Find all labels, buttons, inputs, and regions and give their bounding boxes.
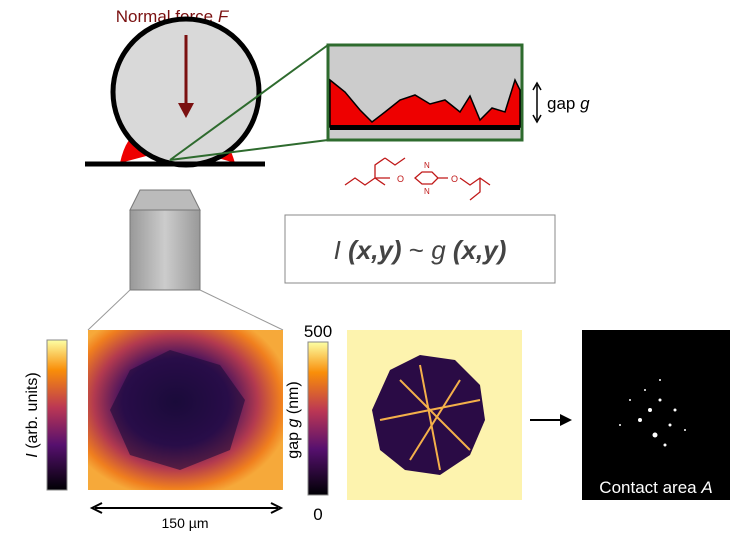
label-part: Contact area [599,478,701,497]
label-part: (arb. units) [24,372,41,453]
atom-label: N [424,187,430,196]
colorbar-max: 500 [304,322,332,341]
inset-substrate [330,125,520,130]
colorbar-label: gap g (nm) [285,381,302,458]
gap-symbol: g [580,94,590,113]
objective-top [130,190,200,210]
colorbar-label: I (arb. units) [24,372,41,457]
contact-label: Contact area A [599,478,712,497]
atom-label: N [424,161,430,170]
label-part: A [700,478,712,497]
colorbar [308,342,328,495]
view-line [200,290,283,330]
arrowhead [560,414,572,426]
label-part: (nm) [285,381,302,418]
scale-label: 150 µm [162,515,209,531]
atom-label: O [451,174,458,184]
gap-text: gap [547,94,580,113]
force-symbol: F [218,7,230,26]
relation-part: (x,y) [453,235,506,265]
relation-part: I [334,235,341,265]
relation: I (x,y) ~ g (x,y) [334,235,507,265]
colorbar-min: 0 [313,505,322,524]
colorbar [47,340,67,490]
molecule [345,158,490,200]
objective [130,210,200,290]
label-part: gap [285,428,302,459]
contact-map [582,330,730,500]
relation-part: ~ [409,235,424,265]
label-part: g [285,419,302,428]
gap-label: gap g [547,94,590,113]
atom-label: O [397,174,404,184]
relation-part: (x,y) [348,235,401,265]
figure: Normal force F gap g O O N N I (x,y) ~ g… [0,0,744,535]
view-line [88,290,130,330]
relation-part: g [431,235,446,265]
